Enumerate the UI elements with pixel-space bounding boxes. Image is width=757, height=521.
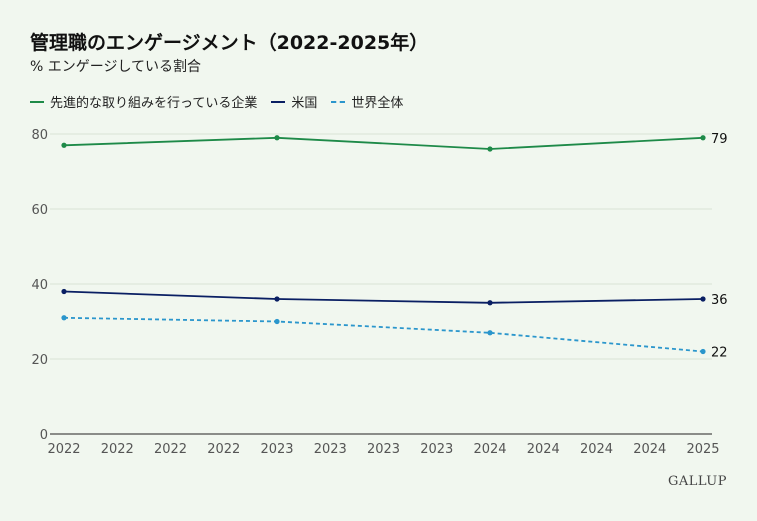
x-tick-label: 2023 bbox=[260, 442, 293, 457]
series-line bbox=[63, 290, 704, 304]
legend-swatch-global bbox=[331, 100, 346, 103]
chart-title: 管理職のエンゲージメント（2022-2025年） bbox=[30, 32, 429, 54]
data-point bbox=[274, 296, 280, 302]
x-tick-label: 2023 bbox=[314, 442, 347, 457]
data-point bbox=[61, 315, 67, 321]
chart-legend: 先進的な取り組みを行っている企業 米国 世界全体 bbox=[30, 92, 403, 111]
x-tick-label: 2024 bbox=[527, 442, 560, 457]
data-point bbox=[487, 146, 493, 152]
y-tick-label: 40 bbox=[31, 278, 48, 293]
series-line bbox=[63, 136, 704, 150]
legend-label-us: 米国 bbox=[291, 96, 318, 111]
x-tick-label: 2022 bbox=[154, 442, 187, 457]
y-tick-label: 20 bbox=[31, 353, 48, 368]
data-point bbox=[61, 142, 67, 148]
x-tick-label: 2024 bbox=[473, 442, 506, 457]
data-point bbox=[274, 318, 280, 325]
x-tick-label: 2023 bbox=[367, 442, 400, 457]
data-point bbox=[61, 288, 67, 295]
data-point bbox=[700, 348, 706, 355]
x-tick-label: 2025 bbox=[686, 442, 719, 457]
data-point bbox=[274, 135, 280, 141]
data-point bbox=[700, 135, 706, 141]
x-tick-label: 2022 bbox=[101, 442, 134, 457]
x-tick-label: 2023 bbox=[420, 442, 453, 457]
end-value-label: 36 bbox=[711, 293, 728, 308]
legend-item-global: 世界全体 bbox=[331, 92, 403, 111]
x-tick-label: 2022 bbox=[47, 442, 80, 457]
x-tick-label: 2024 bbox=[633, 442, 666, 457]
data-point bbox=[487, 330, 493, 336]
end-value-label: 79 bbox=[711, 132, 728, 147]
end-value-label: 22 bbox=[711, 346, 728, 361]
chart-subtitle: % エンゲージしている割合 bbox=[30, 59, 202, 75]
legend-swatch-us bbox=[271, 100, 286, 103]
data-point bbox=[700, 296, 706, 302]
series-line bbox=[63, 316, 704, 353]
legend-item-leading-companies: 先進的な取り組みを行っている企業 bbox=[30, 92, 257, 111]
legend-item-us: 米国 bbox=[271, 92, 317, 111]
legend-label-global: 世界全体 bbox=[351, 96, 404, 111]
legend-swatch-leading-companies bbox=[30, 100, 44, 103]
y-tick-label: 80 bbox=[31, 128, 48, 143]
x-tick-label: 2024 bbox=[580, 442, 613, 457]
gallup-logo: GALLUP bbox=[667, 474, 727, 489]
y-tick-label: 60 bbox=[31, 203, 48, 218]
data-point bbox=[487, 300, 493, 306]
legend-label-leading-companies: 先進的な取り組みを行っている企業 bbox=[50, 96, 258, 111]
y-tick-label: 0 bbox=[40, 428, 48, 443]
x-tick-label: 2022 bbox=[207, 442, 240, 457]
